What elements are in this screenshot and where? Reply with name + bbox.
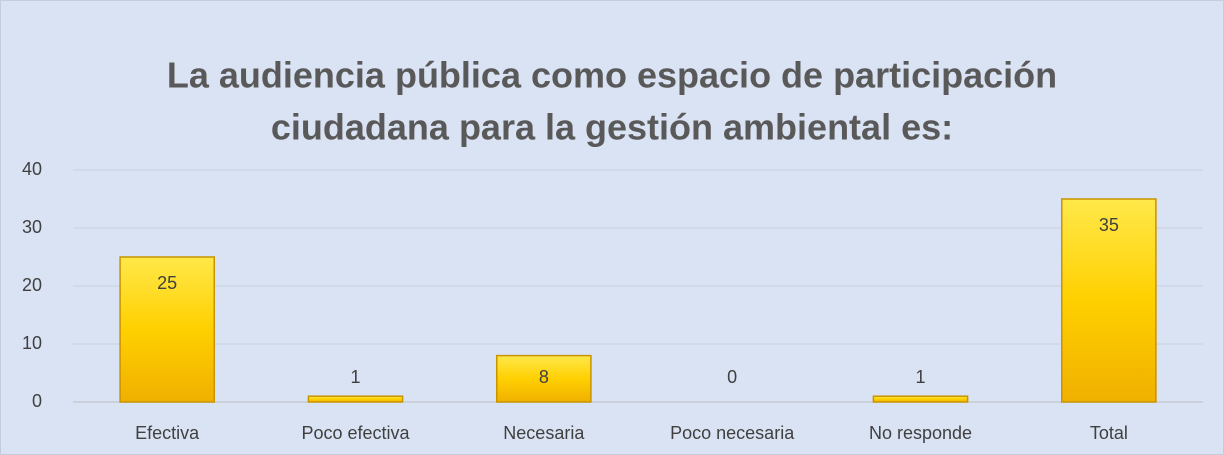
y-tick-label: 20 [22, 275, 42, 295]
chart-title: La audiencia pública como espacio de par… [167, 55, 1057, 96]
bar [872, 395, 969, 403]
x-tick-label: Poco necesaria [670, 423, 795, 443]
x-tick-label: No responde [869, 423, 972, 443]
data-label: 35 [1099, 215, 1119, 235]
y-tick-label: 40 [22, 159, 42, 179]
x-tick-label: Total [1090, 423, 1128, 443]
bar [307, 395, 404, 403]
bar [1061, 198, 1157, 403]
chart-title: ciudadana para la gestión ambiental es: [271, 107, 953, 148]
data-label: 0 [727, 367, 737, 387]
y-tick-label: 10 [22, 333, 42, 353]
data-label: 25 [157, 273, 177, 293]
y-tick-label: 30 [22, 217, 42, 237]
y-tick-label: 0 [32, 391, 42, 411]
data-label: 1 [350, 367, 360, 387]
bar [496, 354, 592, 403]
bar [119, 256, 215, 403]
data-label: 1 [915, 367, 925, 387]
x-tick-label: Efectiva [135, 423, 200, 443]
x-tick-label: Poco efectiva [301, 423, 410, 443]
x-tick-label: Necesaria [503, 423, 585, 443]
data-label: 8 [539, 367, 549, 387]
